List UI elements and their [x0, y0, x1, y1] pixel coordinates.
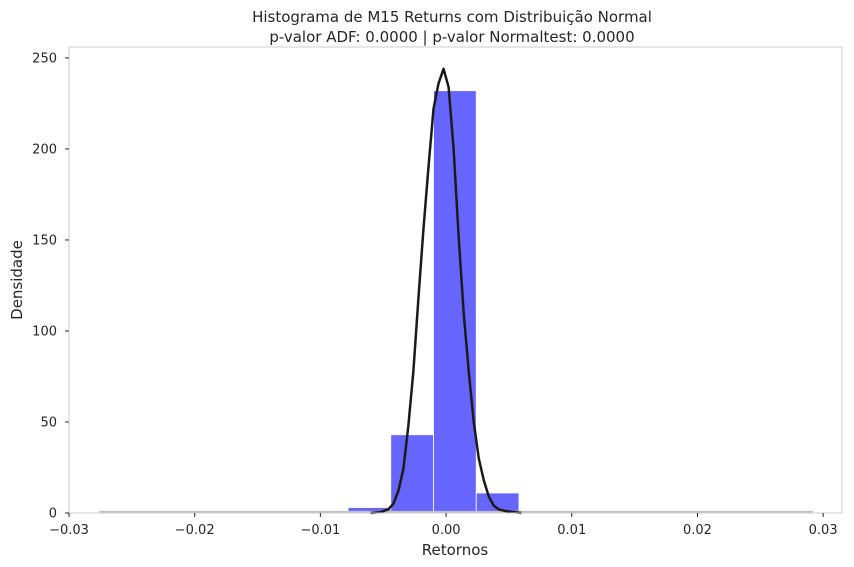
x-axis-ticks: −0.03 −0.02 −0.01 0.00 0.01 0.02 0.03	[49, 513, 838, 538]
y-tick-label: 50	[40, 415, 57, 430]
x-tick-label: −0.03	[49, 523, 89, 538]
chart-title: Histograma de M15 Returns com Distribuiç…	[252, 8, 652, 26]
y-tick-label: 250	[32, 51, 57, 66]
normal-curve-line	[370, 67, 522, 515]
y-axis-label: Densidade	[8, 240, 26, 320]
chart-subtitle: p-valor ADF: 0.0000 | p-valor Normaltest…	[269, 28, 634, 46]
x-tick-label: 0.00	[432, 523, 461, 538]
y-tick-label: 100	[32, 324, 57, 339]
x-tick-label: 0.01	[557, 523, 586, 538]
y-tick-label: 150	[32, 233, 57, 248]
x-tick-label: −0.01	[300, 523, 340, 538]
y-tick-label: 0	[49, 507, 57, 522]
y-axis-ticks: 0 50 100 150 200 250	[32, 51, 69, 522]
x-axis-label: Retornos	[422, 541, 489, 559]
histogram-bar	[390, 434, 434, 514]
x-tick-label: −0.02	[175, 523, 215, 538]
x-tick-label: 0.02	[683, 523, 712, 538]
x-tick-label: 0.03	[809, 523, 838, 538]
y-tick-label: 200	[32, 142, 57, 157]
plot-frame	[68, 46, 843, 514]
histogram-bar	[475, 492, 520, 514]
normal-curve-layer	[370, 67, 522, 515]
